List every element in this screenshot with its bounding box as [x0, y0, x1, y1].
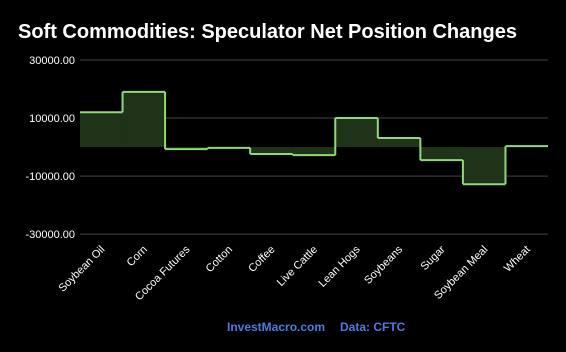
x-tick-label: Sugar [419, 243, 448, 272]
y-tick-label: 30000.00 [29, 55, 75, 67]
x-tick-label: Coffee [246, 244, 277, 275]
step-area [292, 147, 336, 156]
chart-title: Soft Commodities: Speculator Net Positio… [18, 21, 517, 43]
x-tick-label: Soybeans [362, 243, 405, 286]
step-area [377, 138, 421, 148]
step-area [335, 118, 378, 148]
step-area [462, 147, 506, 185]
x-tick-label: Corn [125, 244, 150, 269]
step-area [80, 112, 123, 148]
y-tick-label: -30000.00 [25, 229, 75, 241]
step-area [122, 91, 166, 148]
step-area [250, 147, 293, 155]
x-tick-label: Lean Hogs [317, 243, 363, 289]
step-area [165, 147, 208, 150]
x-tick-label: Live Cattle [275, 244, 320, 289]
y-tick-label: 10000.00 [29, 113, 75, 125]
step-area [420, 147, 463, 161]
source-site: InvestMacro.com [227, 320, 325, 334]
x-tick-label: Cotton [204, 244, 235, 275]
x-tick-label: Wheat [502, 244, 533, 275]
source-data: Data: CFTC [340, 320, 406, 334]
y-tick-label: -10000.00 [25, 171, 75, 183]
x-tick-label: Soybean Oil [57, 244, 108, 295]
